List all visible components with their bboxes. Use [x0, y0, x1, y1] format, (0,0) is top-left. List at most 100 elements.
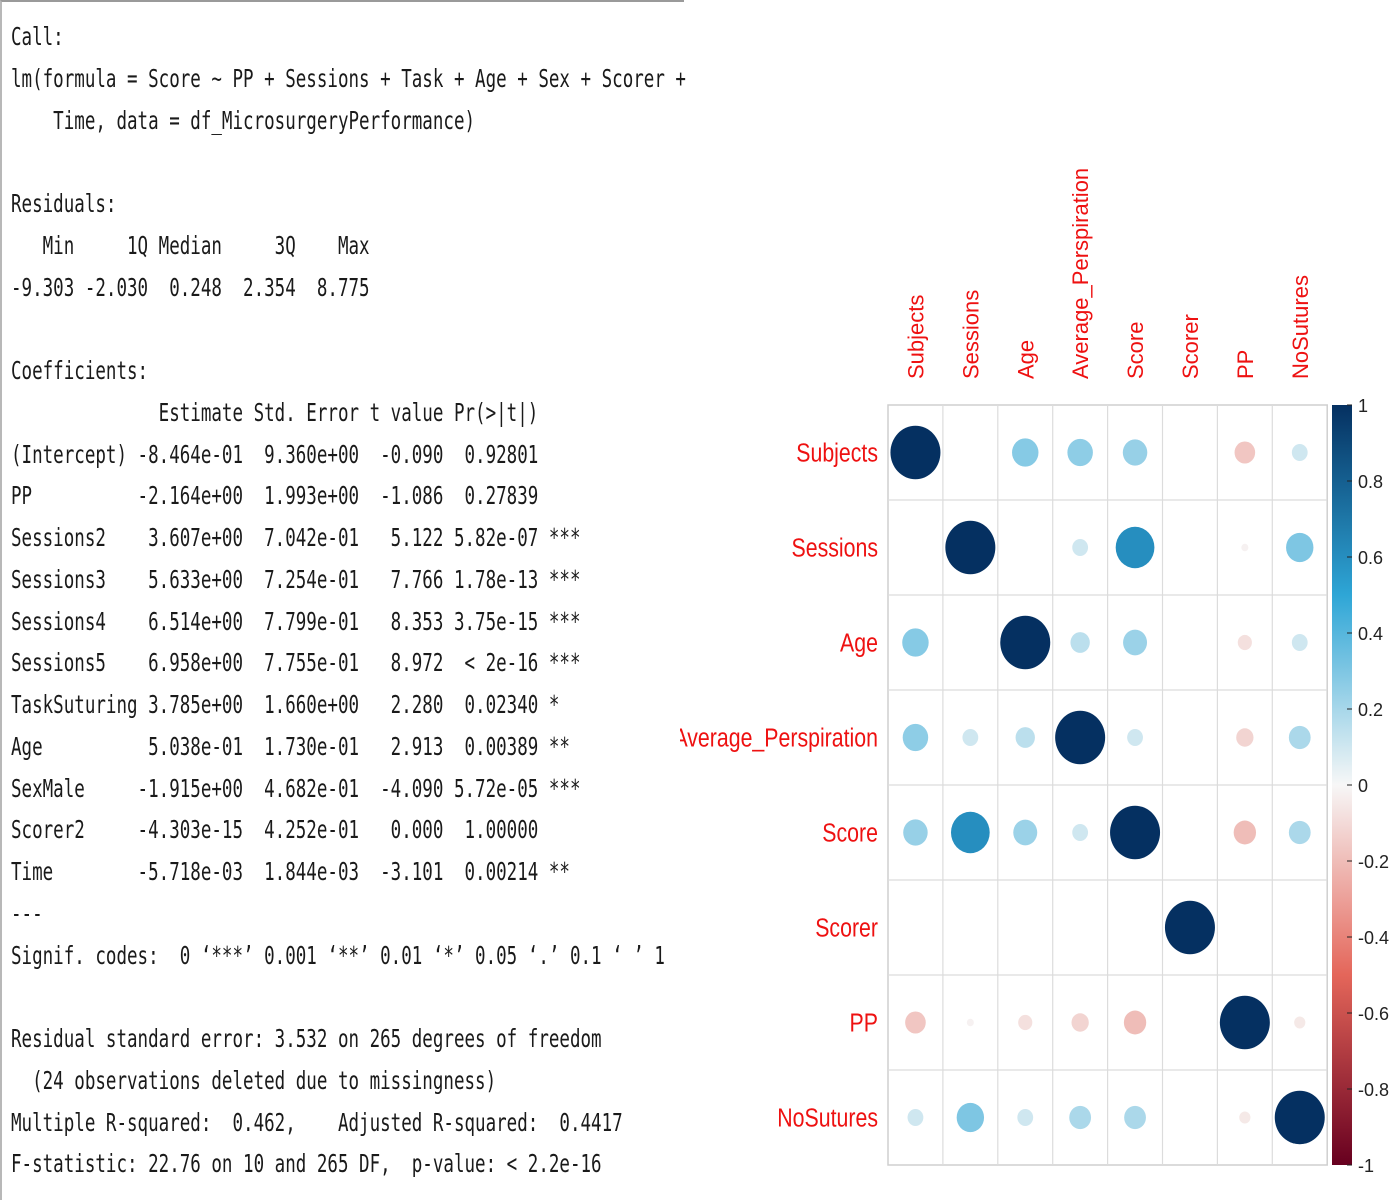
column-label: NoSutures [1288, 275, 1313, 379]
corr-circle-Score-Age [1013, 819, 1038, 846]
corr-circle-Score-NoSutures [1288, 820, 1311, 845]
corr-circle-Subjects-NoSutures [1291, 444, 1308, 461]
row-label: PP [850, 1009, 878, 1039]
console-line: Estimate Std. Error t value Pr(>|t|) [11, 397, 581, 427]
corr-circle-NoSutures-Score [1124, 1105, 1146, 1130]
console-line: Sessions5 6.958e+00 7.755e-01 8.972 < 2e… [11, 648, 581, 678]
corr-circle-NoSutures-PP [1239, 1111, 1251, 1124]
corr-circle-NoSutures-Subjects [907, 1109, 924, 1126]
corr-circle-NoSutures-Sessions [956, 1102, 985, 1133]
color-bar-tick-label: -1 [1358, 1156, 1374, 1176]
console-line: Min 1Q Median 3Q Max [11, 230, 381, 260]
corr-circle-PP-Average_Perspiration [1071, 1013, 1089, 1032]
console-line: Multiple R-squared: 0.462, Adjusted R-sq… [11, 1107, 634, 1137]
console-line: Coefficients: [11, 356, 149, 385]
corr-circle-Average_Perspiration-Score [1127, 729, 1143, 746]
corr-circle-Subjects-Age [1012, 438, 1039, 467]
color-bar-tick-label: -0.2 [1358, 852, 1389, 872]
corr-circle-Age-Score [1123, 629, 1148, 656]
color-bar-tick-label: -0.4 [1358, 928, 1389, 948]
row-label: Scorer [815, 914, 878, 944]
corr-circle-NoSutures-Average_Perspiration [1069, 1105, 1092, 1130]
corr-circle-Subjects-PP [1234, 441, 1256, 464]
corr-circle-Subjects-Subjects [890, 425, 941, 480]
color-bar-tick-label: 0.6 [1358, 548, 1383, 568]
corr-circle-Sessions-Average_Perspiration [1072, 539, 1089, 556]
corr-circle-PP-Score [1123, 1010, 1147, 1035]
color-bar-tick-label: -0.8 [1358, 1080, 1389, 1100]
corr-circle-Sessions-Sessions [945, 520, 996, 575]
corr-circle-PP-Sessions [966, 1018, 974, 1027]
console-line: Time -5.718e-03 1.844e-03 -3.101 0.00214… [11, 857, 581, 886]
row-label: Subjects [796, 439, 878, 469]
corr-circle-Average_Perspiration-Age [1015, 727, 1035, 748]
corr-circle-Score-Subjects [903, 819, 928, 846]
corr-circle-Age-NoSutures [1291, 634, 1308, 651]
color-bar-tick-label: 0.2 [1358, 700, 1383, 720]
color-bar-tick-label: 0.4 [1358, 624, 1383, 644]
color-bar-tick-label: -0.6 [1358, 1004, 1389, 1024]
lm-summary-text: Call: lm(formula = Score ~ PP + Sessions… [11, 16, 686, 1185]
corr-circle-Score-Average_Perspiration [1072, 824, 1089, 841]
row-label: Age [840, 629, 878, 659]
corr-circle-NoSutures-NoSutures [1274, 1090, 1325, 1145]
console-line: lm(formula = Score ~ PP + Sessions + Tas… [11, 63, 686, 93]
corr-circle-Sessions-PP [1241, 543, 1249, 552]
column-label: Average_Perspiration [1068, 168, 1093, 379]
corr-circle-Average_Perspiration-Average_Perspiration [1055, 710, 1106, 765]
corr-circle-Sessions-Score [1115, 526, 1155, 569]
console-line: Time, data = df_MicrosurgeryPerformance) [11, 105, 476, 135]
console-line: F-statistic: 22.76 on 10 and 265 DF, p-v… [11, 1149, 602, 1179]
corr-circle-Average_Perspiration-Sessions [962, 729, 979, 746]
console-line: Sessions4 6.514e+00 7.799e-01 8.353 3.75… [11, 606, 581, 636]
console-line: SexMale -1.915e+00 4.682e-01 -4.090 5.72… [11, 773, 581, 803]
corr-circle-Average_Perspiration-NoSutures [1288, 725, 1311, 750]
row-label: Score [822, 819, 878, 849]
console-line: TaskSuturing 3.785e+00 1.660e+00 2.280 0… [11, 690, 581, 719]
corr-circle-Scorer-Scorer [1164, 900, 1215, 955]
corr-circle-Subjects-Average_Perspiration [1067, 438, 1093, 467]
console-line: Residual standard error: 3.532 on 265 de… [11, 1024, 602, 1053]
column-label: Sessions [958, 290, 983, 379]
row-label: NoSutures [777, 1104, 878, 1134]
console-line: --- [11, 898, 43, 928]
corr-circle-Age-Age [1000, 615, 1051, 670]
r-console-output: Call: lm(formula = Score ~ PP + Sessions… [0, 0, 686, 1200]
color-bar-tick-label: 1 [1358, 396, 1368, 416]
corr-circle-Age-PP [1237, 634, 1252, 651]
console-line: (24 observations deleted due to missingn… [11, 1065, 497, 1095]
console-line: Age 5.038e-01 1.730e-01 2.913 0.00389 ** [11, 731, 581, 761]
corr-circle-Subjects-Score [1122, 439, 1148, 466]
row-label: Average_Perspiration [680, 724, 878, 754]
corr-circle-PP-Subjects [905, 1011, 926, 1034]
color-bar-tick-label: 0 [1358, 776, 1368, 796]
corr-circle-Score-PP [1233, 820, 1257, 845]
column-label: Scorer [1178, 314, 1203, 379]
console-line: Sessions2 3.607e+00 7.042e-01 5.122 5.82… [11, 523, 581, 552]
corr-circle-Average_Perspiration-PP [1236, 728, 1254, 747]
corr-circle-Average_Perspiration-Subjects [902, 723, 929, 752]
console-line: Call: [11, 22, 64, 51]
corr-circle-Score-Score [1110, 805, 1161, 860]
corr-circle-Age-Subjects [902, 628, 929, 657]
column-label: Age [1013, 340, 1038, 379]
corr-circle-PP-NoSutures [1294, 1016, 1306, 1029]
console-line: Scorer2 -4.303e-15 4.252e-01 0.000 1.000… [11, 815, 581, 845]
corr-circle-Age-Average_Perspiration [1070, 632, 1090, 653]
console-line: Residuals: [11, 189, 117, 218]
row-label: Sessions [792, 534, 879, 564]
corr-circle-PP-PP [1219, 995, 1270, 1050]
console-line: -9.303 -2.030 0.248 2.354 8.775 [11, 272, 381, 302]
corr-circle-NoSutures-Age [1017, 1109, 1034, 1126]
column-label: Score [1123, 322, 1148, 379]
color-bar [1332, 405, 1352, 1165]
correlation-plot: Subjects Sessions Age Average_Perspiration S… [680, 168, 1389, 1176]
corr-circle-Sessions-NoSutures [1286, 532, 1314, 563]
console-line: PP -2.164e+00 1.993e+00 -1.086 0.27839 [11, 481, 581, 511]
corr-circle-Score-Sessions [950, 811, 990, 854]
console-line: (Intercept) -8.464e-01 9.360e+00 -0.090 … [11, 439, 581, 469]
column-label: PP [1233, 350, 1258, 379]
corr-circle-PP-Age [1018, 1014, 1033, 1031]
column-label: Subjects [903, 295, 928, 379]
console-line: Sessions3 5.633e+00 7.254e-01 7.766 1.78… [11, 564, 581, 594]
